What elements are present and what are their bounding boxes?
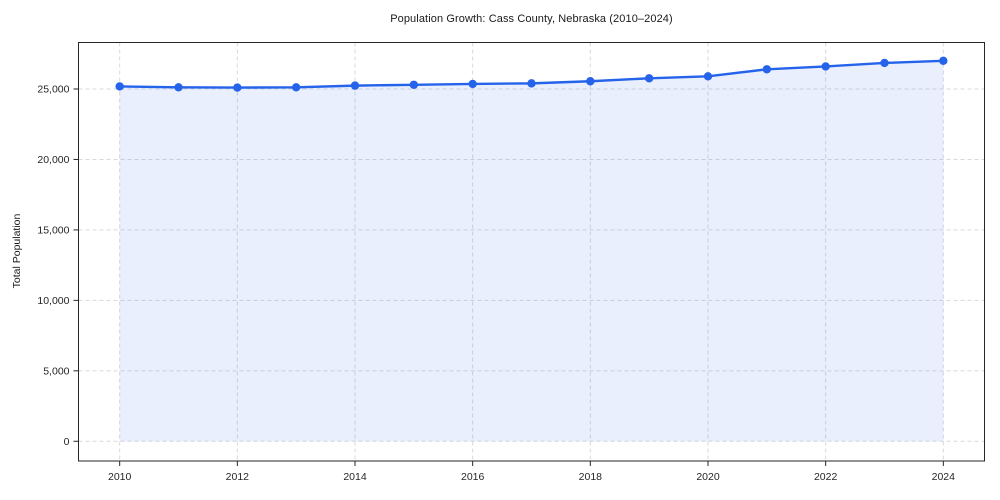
y-tick-label: 10,000 bbox=[37, 295, 69, 307]
data-point bbox=[350, 81, 360, 90]
y-tick-label: 0 bbox=[64, 436, 70, 448]
data-point bbox=[233, 83, 242, 92]
y-tick-label: 25,000 bbox=[37, 84, 69, 96]
x-tick-label: 2014 bbox=[343, 471, 367, 483]
x-tick-label: 2010 bbox=[108, 471, 132, 483]
y-tick-label: 5,000 bbox=[43, 365, 69, 377]
data-point bbox=[880, 58, 889, 68]
chart-title: Population Growth: Cass County, Nebraska… bbox=[390, 13, 673, 25]
data-point bbox=[527, 79, 536, 88]
data-point bbox=[115, 82, 124, 91]
x-tick-label: 2018 bbox=[579, 471, 603, 483]
data-point bbox=[586, 77, 595, 86]
data-point bbox=[821, 62, 830, 71]
x-tick-label: 2020 bbox=[696, 471, 720, 483]
area-fill bbox=[119, 60, 944, 442]
data-point bbox=[762, 65, 772, 74]
x-tick-label: 2024 bbox=[932, 471, 956, 483]
y-tick-label: 20,000 bbox=[37, 154, 69, 166]
data-point bbox=[644, 74, 654, 83]
data-point bbox=[703, 72, 713, 81]
data-point bbox=[409, 80, 419, 89]
data-point bbox=[939, 56, 948, 66]
data-point bbox=[468, 79, 477, 89]
y-tick-label: 15,000 bbox=[37, 224, 69, 236]
data-point bbox=[174, 83, 183, 92]
data-point bbox=[291, 83, 301, 92]
plot-border bbox=[78, 42, 985, 462]
x-tick-label: 2012 bbox=[226, 471, 250, 483]
x-tick-label: 2022 bbox=[814, 471, 838, 483]
x-tick-label: 2016 bbox=[461, 471, 485, 483]
